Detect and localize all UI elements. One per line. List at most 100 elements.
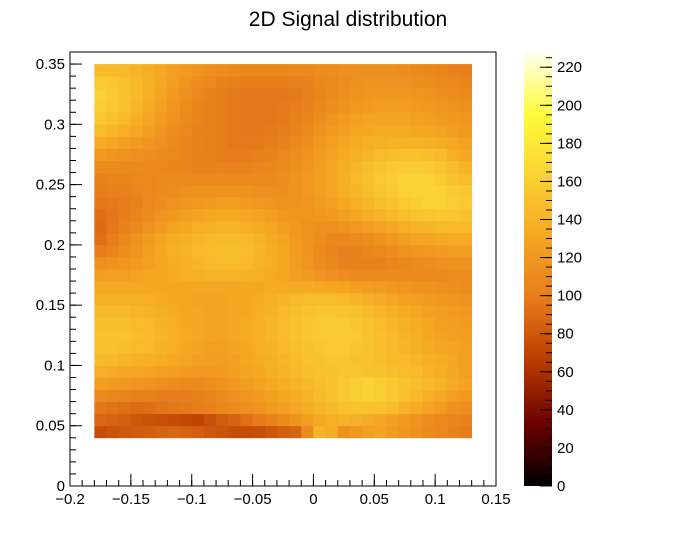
heatmap-cell [167, 172, 180, 186]
heatmap-cell [313, 377, 326, 390]
heatmap-cell [130, 184, 144, 198]
heatmap-cell [191, 76, 205, 89]
heatmap-cell [252, 329, 266, 342]
heatmap-cell [155, 208, 168, 222]
heatmap-cell [301, 76, 314, 89]
heatmap-cell [362, 377, 375, 390]
heatmap-cell [240, 317, 253, 330]
heatmap-cell [240, 124, 253, 137]
heatmap-cell [398, 184, 412, 198]
heatmap-cell [447, 196, 460, 210]
heatmap-cell [240, 88, 253, 101]
heatmap-cell [289, 413, 302, 427]
heatmap-cell [447, 305, 460, 318]
heatmap-cell [362, 148, 375, 161]
heatmap-cell [118, 413, 132, 427]
heatmap-cell [118, 377, 132, 390]
heatmap-cell [289, 329, 302, 342]
heatmap-cell [301, 293, 314, 306]
heatmap-cell [252, 269, 266, 282]
heatmap-cell [313, 88, 326, 101]
heatmap-cell [216, 232, 229, 246]
heatmap-cell [155, 413, 168, 427]
heatmap-cell [325, 341, 339, 354]
heatmap-cell [179, 76, 193, 89]
heatmap-cell [143, 425, 156, 439]
heatmap-cell [435, 281, 448, 294]
heatmap-cell [264, 413, 278, 427]
heatmap-cell [459, 184, 473, 198]
heatmap-cell [386, 220, 400, 234]
heatmap-cell [362, 196, 375, 210]
heatmap-cell [216, 184, 229, 198]
heatmap-cell [179, 220, 193, 234]
heatmap-cell [203, 196, 217, 210]
heatmap-cell [313, 196, 326, 210]
heatmap-cell [435, 413, 448, 427]
heatmap-cell [228, 329, 241, 342]
heatmap-cell [276, 353, 290, 366]
heatmap-cell [349, 124, 363, 137]
heatmap-cell [459, 329, 473, 342]
heatmap-cell [386, 353, 400, 366]
heatmap-cell [459, 112, 473, 125]
heatmap-cell [143, 341, 156, 354]
heatmap-cell [410, 160, 424, 173]
heatmap-cell [447, 329, 460, 342]
heatmap-cell [313, 341, 326, 354]
heatmap-cell [179, 64, 193, 77]
heatmap-cell [106, 244, 120, 258]
heatmap-cell [228, 281, 241, 294]
heatmap-cell [337, 401, 351, 415]
heatmap-cell [447, 269, 460, 282]
y-tick-label: 0.25 [36, 177, 65, 194]
heatmap-cell [422, 413, 436, 427]
heatmap-cell [240, 353, 253, 366]
heatmap-cell [325, 256, 339, 270]
heatmap-cell [459, 64, 473, 77]
heatmap-cell [337, 341, 351, 354]
heatmap-cell [459, 413, 473, 427]
heatmap-cell [362, 305, 375, 318]
heatmap-cell [386, 401, 400, 415]
heatmap-cell [459, 136, 473, 149]
heatmap-cell [362, 112, 375, 125]
heatmap-cell [459, 196, 473, 210]
heatmap-cell [228, 76, 241, 89]
heatmap-cell [203, 281, 217, 294]
heatmap-cell [289, 377, 302, 390]
heatmap-cell [374, 365, 387, 378]
heatmap-cell [203, 88, 217, 101]
heatmap-cell [459, 341, 473, 354]
heatmap-cell [240, 112, 253, 125]
heatmap-cell [349, 112, 363, 125]
heatmap-cell [301, 100, 314, 113]
heatmap-cell [252, 100, 266, 113]
heatmap-cell [252, 341, 266, 354]
heatmap-cell [94, 244, 107, 258]
heatmap-cell [167, 100, 180, 113]
heatmap-cell [130, 100, 144, 113]
heatmap-cell [264, 64, 278, 77]
heatmap-cell [264, 425, 278, 439]
heatmap-cell [252, 244, 266, 258]
heatmap-cell [155, 244, 168, 258]
heatmap-cell [447, 341, 460, 354]
heatmap-cell [289, 196, 302, 210]
heatmap-cell [191, 220, 205, 234]
heatmap-cell [349, 365, 363, 378]
heatmap-cell [410, 172, 424, 186]
heatmap-cell [130, 401, 144, 415]
heatmap-cell [289, 64, 302, 77]
heatmap-cell [167, 88, 180, 101]
heatmap-cell [422, 196, 436, 210]
heatmap-cell [216, 425, 229, 439]
heatmap-cell [228, 244, 241, 258]
heatmap-cell [106, 269, 120, 282]
heatmap-cell [240, 389, 253, 403]
heatmap-cell [143, 389, 156, 403]
heatmap-cell [435, 256, 448, 270]
heatmap-cell [447, 401, 460, 415]
heatmap-cell [337, 293, 351, 306]
heatmap-cell [398, 124, 412, 137]
